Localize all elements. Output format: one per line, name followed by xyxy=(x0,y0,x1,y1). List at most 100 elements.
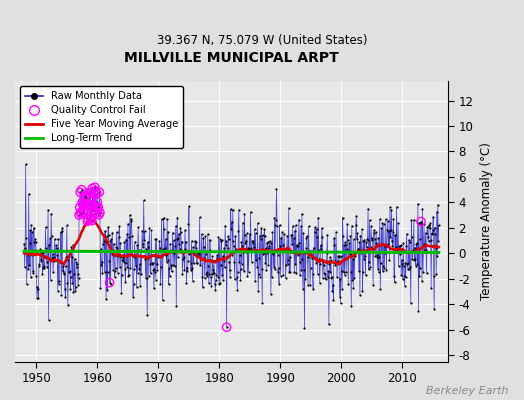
Point xyxy=(79,209,88,215)
Point xyxy=(89,202,97,208)
Point xyxy=(253,248,261,254)
Point xyxy=(33,284,41,290)
Point xyxy=(366,244,375,250)
Point xyxy=(76,189,84,196)
Point xyxy=(176,225,184,231)
Point xyxy=(62,263,70,270)
Point xyxy=(183,268,192,275)
Point xyxy=(50,258,58,264)
Point xyxy=(99,241,107,247)
Point xyxy=(222,238,231,244)
Point xyxy=(250,226,259,232)
Point xyxy=(331,262,340,268)
Point xyxy=(263,250,271,256)
Point xyxy=(29,268,37,274)
Point xyxy=(260,226,268,232)
Point xyxy=(302,245,310,252)
Point xyxy=(95,212,103,218)
Point xyxy=(342,268,351,275)
Point xyxy=(118,256,127,263)
Point xyxy=(351,250,359,256)
Point xyxy=(54,280,63,287)
Point xyxy=(280,247,289,254)
Point xyxy=(108,230,116,236)
Point xyxy=(428,231,436,237)
Point xyxy=(26,227,35,234)
Point xyxy=(434,222,443,229)
Point xyxy=(57,229,65,235)
Point xyxy=(407,217,416,224)
Point xyxy=(135,247,143,254)
Point xyxy=(205,236,214,243)
Point xyxy=(254,220,262,226)
Point xyxy=(377,260,385,266)
Point xyxy=(81,193,89,199)
Point xyxy=(160,225,168,232)
Point xyxy=(85,213,94,220)
Point xyxy=(282,262,290,268)
Point xyxy=(168,268,176,274)
Point xyxy=(352,213,361,219)
Point xyxy=(201,274,209,281)
Point xyxy=(94,204,103,210)
Point xyxy=(335,294,344,300)
Point xyxy=(267,291,275,297)
Point xyxy=(316,242,325,248)
Point xyxy=(92,204,101,210)
Point xyxy=(405,266,413,272)
Point xyxy=(149,260,157,266)
Point xyxy=(295,240,303,246)
Point xyxy=(97,262,106,268)
Point xyxy=(48,255,56,261)
Point xyxy=(281,274,290,281)
Point xyxy=(96,209,104,216)
Point xyxy=(428,230,436,236)
Point xyxy=(426,220,434,226)
Point xyxy=(432,270,440,277)
Point xyxy=(80,203,88,210)
Point xyxy=(332,248,341,255)
Point xyxy=(406,239,414,246)
Point xyxy=(307,247,315,254)
Point xyxy=(289,249,298,255)
Point xyxy=(294,252,302,258)
Point xyxy=(40,264,48,271)
Point xyxy=(327,275,335,281)
Point xyxy=(391,249,400,255)
Point xyxy=(237,266,245,272)
Point xyxy=(139,241,147,248)
Point xyxy=(166,241,174,247)
Point xyxy=(112,265,120,272)
Point xyxy=(38,249,46,255)
Point xyxy=(137,253,146,259)
Point xyxy=(121,279,129,286)
Point xyxy=(108,247,117,254)
Point xyxy=(133,242,141,248)
Point xyxy=(391,232,399,238)
Point xyxy=(185,251,194,257)
Point xyxy=(169,262,178,268)
Point xyxy=(414,201,422,207)
Point xyxy=(267,239,276,246)
Point xyxy=(145,273,153,279)
Point xyxy=(332,229,340,235)
Point xyxy=(329,281,337,288)
Point xyxy=(134,224,143,230)
Point xyxy=(386,204,394,210)
Point xyxy=(335,253,343,259)
Point xyxy=(66,268,74,274)
Point xyxy=(101,239,110,246)
Point xyxy=(340,242,348,248)
Point xyxy=(83,218,91,224)
Point xyxy=(322,275,330,282)
Point xyxy=(310,254,318,261)
Point xyxy=(421,249,429,255)
Point xyxy=(177,229,185,235)
Point xyxy=(132,248,140,254)
Point xyxy=(45,242,53,248)
Point xyxy=(385,228,393,234)
Point xyxy=(431,224,439,231)
Point xyxy=(252,257,260,264)
Point xyxy=(343,221,352,227)
Point xyxy=(430,306,439,312)
